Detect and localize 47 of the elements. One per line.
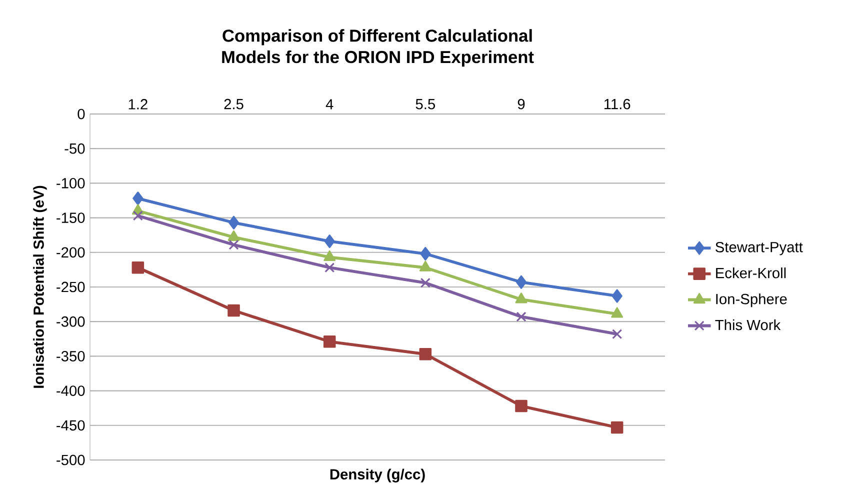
y-tick-label: -250 [56,282,85,292]
y-tick-label: -400 [56,386,85,396]
x-axis-title: Density (g/cc) [330,468,425,482]
point [612,329,622,340]
point [228,304,240,317]
y-axis-title: Ionisation Potential Shift (eV) [33,186,47,388]
y-tick-label: -200 [56,247,85,258]
x-tick-label: 2.5 [224,98,244,110]
legend-label: Stewart-Pyatt [716,242,803,256]
legend-label: Ion-Sphere [716,293,787,308]
y-tick-label: -100 [56,178,85,188]
x-tick-label: 5.5 [416,99,435,110]
y-tick-label: -300 [56,316,85,327]
point [323,336,336,348]
point [420,246,431,261]
legend-label: Ecker-Kroll [716,268,786,278]
point [515,400,528,412]
point [515,292,528,304]
x-tick-label: 11.6 [604,98,630,110]
y-tick-label: -350 [56,351,85,362]
y-tick-label: -500 [56,454,85,466]
point [132,210,143,221]
x-tick-label: 9 [518,98,525,110]
x-tick-label: 4 [326,99,334,110]
point [228,216,240,230]
point [419,260,432,272]
chart-title: Comparison of Different Calculational Models for the ORION IPD Experiment [222,29,534,67]
point [611,307,624,318]
y-tick-label: 0 [78,108,85,120]
point [228,240,239,250]
point [324,262,335,273]
y-tick-label: -450 [56,420,85,431]
point [132,261,144,274]
y-tick-label: -150 [56,212,85,223]
legend-label: This Work [715,319,781,330]
x-tick-label: 1.2 [128,99,148,110]
point [516,312,526,322]
point [516,275,527,289]
point [610,421,624,434]
point [324,234,335,248]
point [612,289,622,303]
point [420,278,430,288]
point [419,348,432,360]
point [228,230,240,241]
point [132,192,144,206]
y-tick-label: -50 [64,143,85,154]
point [324,250,336,262]
